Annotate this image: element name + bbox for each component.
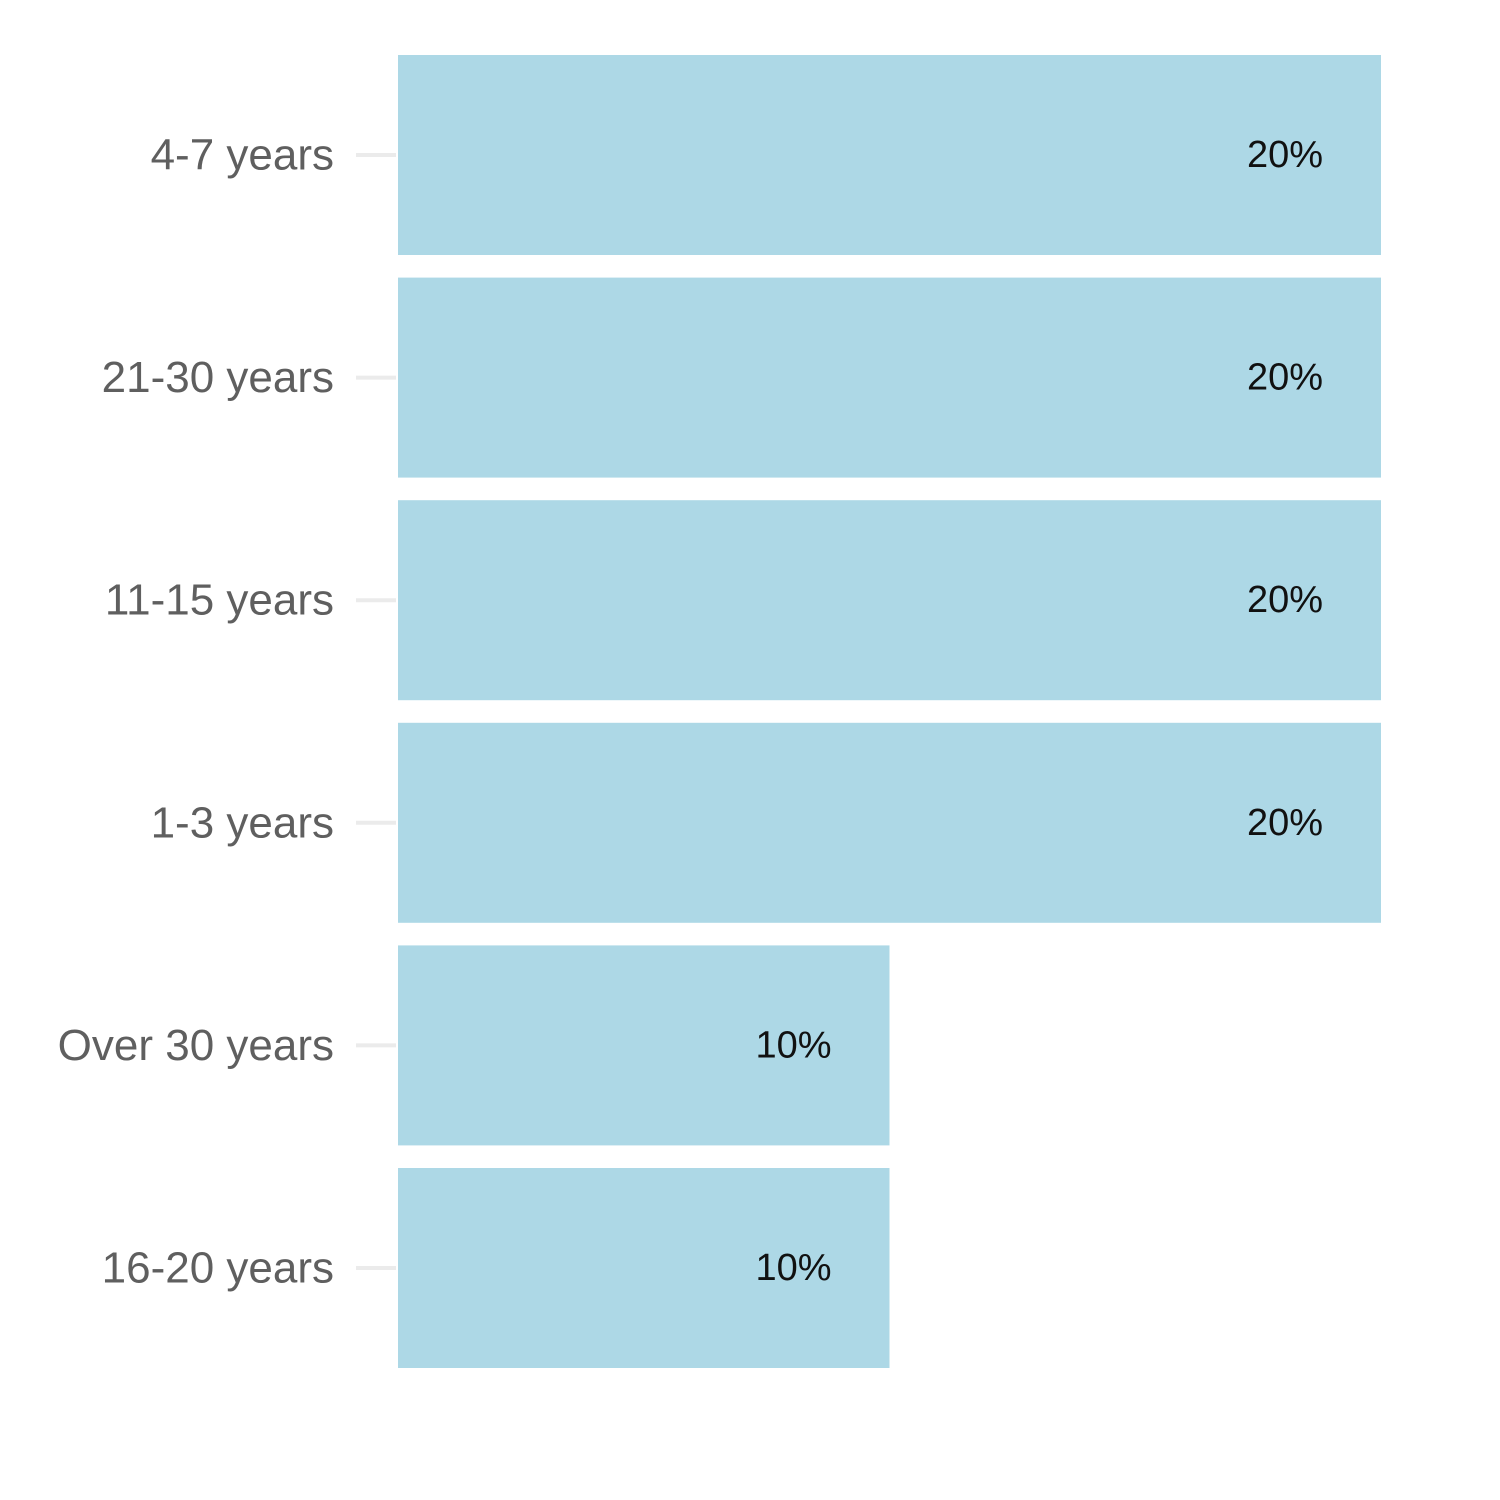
bar bbox=[398, 722, 1381, 923]
data-label: 10% bbox=[755, 1247, 831, 1289]
y-tick-label: 16-20 years bbox=[102, 1244, 334, 1293]
y-tick-label: 21-30 years bbox=[102, 353, 334, 402]
bar bbox=[398, 500, 1381, 701]
bars bbox=[398, 55, 1381, 1368]
data-label: 10% bbox=[755, 1024, 831, 1066]
data-label: 20% bbox=[1247, 134, 1323, 176]
y-axis-ticks bbox=[356, 153, 396, 1270]
y-tick-label: Over 30 years bbox=[58, 1021, 334, 1070]
bar bbox=[398, 55, 1381, 255]
data-labels: 20% 20% 20% 20% 10% 10% bbox=[755, 134, 1323, 1289]
data-label: 20% bbox=[1247, 579, 1323, 621]
y-tick-label: 1-3 years bbox=[151, 798, 334, 847]
bar bbox=[398, 1168, 890, 1368]
bar bbox=[398, 277, 1381, 478]
y-axis-labels: 4-7 years 21-30 years 11-15 years 1-3 years… bbox=[58, 131, 334, 1293]
y-tick-label: 11-15 years bbox=[105, 576, 334, 625]
data-label: 20% bbox=[1247, 357, 1323, 399]
y-tick-label: 4-7 years bbox=[151, 131, 334, 180]
bar bbox=[398, 945, 890, 1146]
data-label: 20% bbox=[1247, 802, 1323, 844]
